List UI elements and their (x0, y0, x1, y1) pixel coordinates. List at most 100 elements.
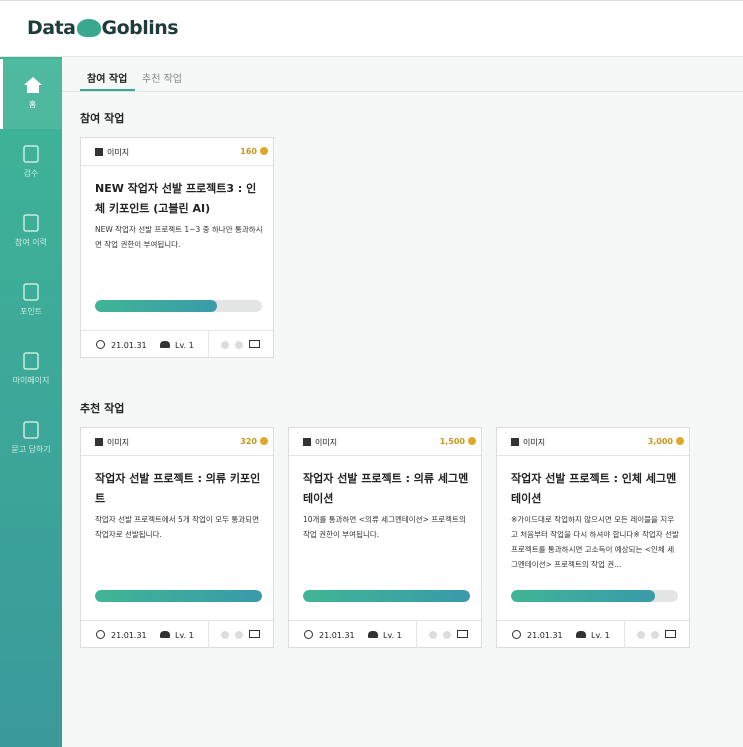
task-card[interactable]: 이미지 1,500 작업자 선발 프로젝트 : 의류 세그멘테이션 10개를 통과하면… (288, 427, 482, 648)
coin-icon (676, 437, 684, 445)
category: 이미지 (303, 437, 337, 448)
points: 320 (240, 437, 257, 446)
nav-label: 홈 (28, 100, 37, 109)
nav-label: 포인트 (19, 307, 43, 316)
level: Lv. 1 (383, 631, 402, 640)
nav-label: 검수 (23, 169, 39, 178)
nav-label: 참여 이력 (15, 238, 47, 247)
points: 160 (240, 147, 257, 156)
nav-item[interactable]: 검수 (0, 128, 62, 198)
coin-icon (468, 437, 476, 445)
points: 3,000 (647, 437, 673, 446)
nav-item[interactable]: 마이페이지 (0, 335, 62, 405)
device-icon (235, 631, 243, 639)
card-title: NEW 작업자 선발 프로젝트3 : 인체 키포인트 (고블린 AI) (95, 182, 257, 215)
tab-underline (80, 89, 135, 91)
logo-text: Goblins (101, 17, 179, 39)
tab[interactable]: 참여 작업 (87, 74, 128, 85)
points: 1,500 (439, 437, 465, 446)
device-icon (665, 630, 676, 638)
category: 이미지 (95, 147, 129, 158)
progress-track (95, 590, 262, 602)
card-footer: 21.01.31 Lv. 1 (497, 620, 689, 648)
tab[interactable]: 추천 작업 (142, 74, 182, 85)
header: Data Goblins (0, 0, 743, 57)
task-card[interactable]: 이미지 3,000 작업자 선발 프로젝트 : 인체 세그멘테이션 ※가이드대로 작업… (496, 427, 690, 648)
progress-track (95, 300, 262, 312)
device-icon (249, 340, 260, 348)
date: 21.01.31 (111, 631, 147, 640)
section-title: 참여 작업 (80, 112, 125, 125)
card-title: 작업자 선발 프로젝트 : 의류 키포인트 (95, 472, 261, 505)
level: Lv. 1 (175, 631, 194, 640)
card-footer: 21.01.31 Lv. 1 (81, 330, 273, 358)
level-icon (160, 631, 170, 638)
nav-item[interactable]: 참여 이력 (0, 197, 62, 267)
logo[interactable]: Data Goblins (27, 17, 179, 39)
card-description: ※가이드대로 작업하지 않으시면 모든 레이블을 지우고 처음부터 작업을 다시… (511, 515, 679, 569)
level-icon (160, 341, 170, 348)
nav-icon (23, 77, 42, 93)
progress-fill (303, 590, 470, 602)
level-icon (576, 631, 586, 638)
device-icon (429, 631, 437, 639)
clock-icon (512, 630, 521, 639)
card-title: 작업자 선발 프로젝트 : 인체 세그멘테이션 (511, 472, 677, 505)
card-footer: 21.01.31 Lv. 1 (81, 620, 273, 648)
device-icon (637, 631, 645, 639)
divider (208, 331, 209, 358)
date: 21.01.31 (527, 631, 563, 640)
card-description: 10개를 통과하면 <의류 세그멘테이션> 프로젝트의 작업 권한이 부여됩니다… (303, 515, 466, 539)
progress-fill (511, 590, 655, 602)
card-description: NEW 작업자 선발 프로젝트 1~3 중 하나만 통과하시면 작업 권한이 부… (95, 225, 263, 249)
nav-icon (23, 421, 39, 439)
card-header: 이미지 3,000 (497, 428, 689, 456)
device-icon (249, 630, 260, 638)
divider (208, 621, 209, 648)
level: Lv. 1 (591, 631, 610, 640)
logo-icon (76, 19, 101, 37)
card-description: 작업자 선발 프로젝트에서 5개 작업이 모두 통과되면 작업자로 선발됩니다. (95, 515, 259, 539)
nav-item[interactable]: 묻고 답하기 (0, 404, 62, 474)
category: 이미지 (511, 437, 545, 448)
coin-icon (260, 147, 268, 155)
nav-label: 마이페이지 (12, 376, 50, 385)
level: Lv. 1 (175, 341, 194, 350)
device-icon (235, 341, 243, 349)
coin-icon (260, 437, 268, 445)
card-header: 이미지 1,500 (289, 428, 481, 456)
category: 이미지 (95, 437, 129, 448)
date: 21.01.31 (111, 341, 147, 350)
nav-icon (23, 352, 39, 370)
nav-icon (23, 145, 39, 163)
progress-track (303, 590, 470, 602)
nav-icon (23, 214, 39, 232)
device-icon (443, 631, 451, 639)
progress-fill (95, 300, 217, 312)
clock-icon (96, 630, 105, 639)
card-header: 이미지 160 (81, 138, 273, 166)
progress-track (511, 590, 678, 602)
device-icon (221, 341, 229, 349)
level-icon (368, 631, 378, 638)
task-card[interactable]: 이미지 160 NEW 작업자 선발 프로젝트3 : 인체 키포인트 (고블린 AI… (80, 137, 274, 358)
clock-icon (304, 630, 313, 639)
nav-item[interactable]: 포인트 (0, 266, 62, 336)
card-header: 이미지 320 (81, 428, 273, 456)
nav-label: 묻고 답하기 (11, 445, 51, 454)
logo-text: Data (27, 17, 76, 39)
divider (624, 621, 625, 648)
clock-icon (96, 340, 105, 349)
divider (416, 621, 417, 648)
device-icon (651, 631, 659, 639)
nav-item[interactable]: 홈 (0, 59, 62, 129)
progress-fill (95, 590, 262, 602)
card-title: 작업자 선발 프로젝트 : 의류 세그멘테이션 (303, 472, 469, 505)
card-footer: 21.01.31 Lv. 1 (289, 620, 481, 648)
device-icon (221, 631, 229, 639)
date: 21.01.31 (319, 631, 355, 640)
tabs: 참여 작업 추천 작업 (62, 57, 743, 92)
